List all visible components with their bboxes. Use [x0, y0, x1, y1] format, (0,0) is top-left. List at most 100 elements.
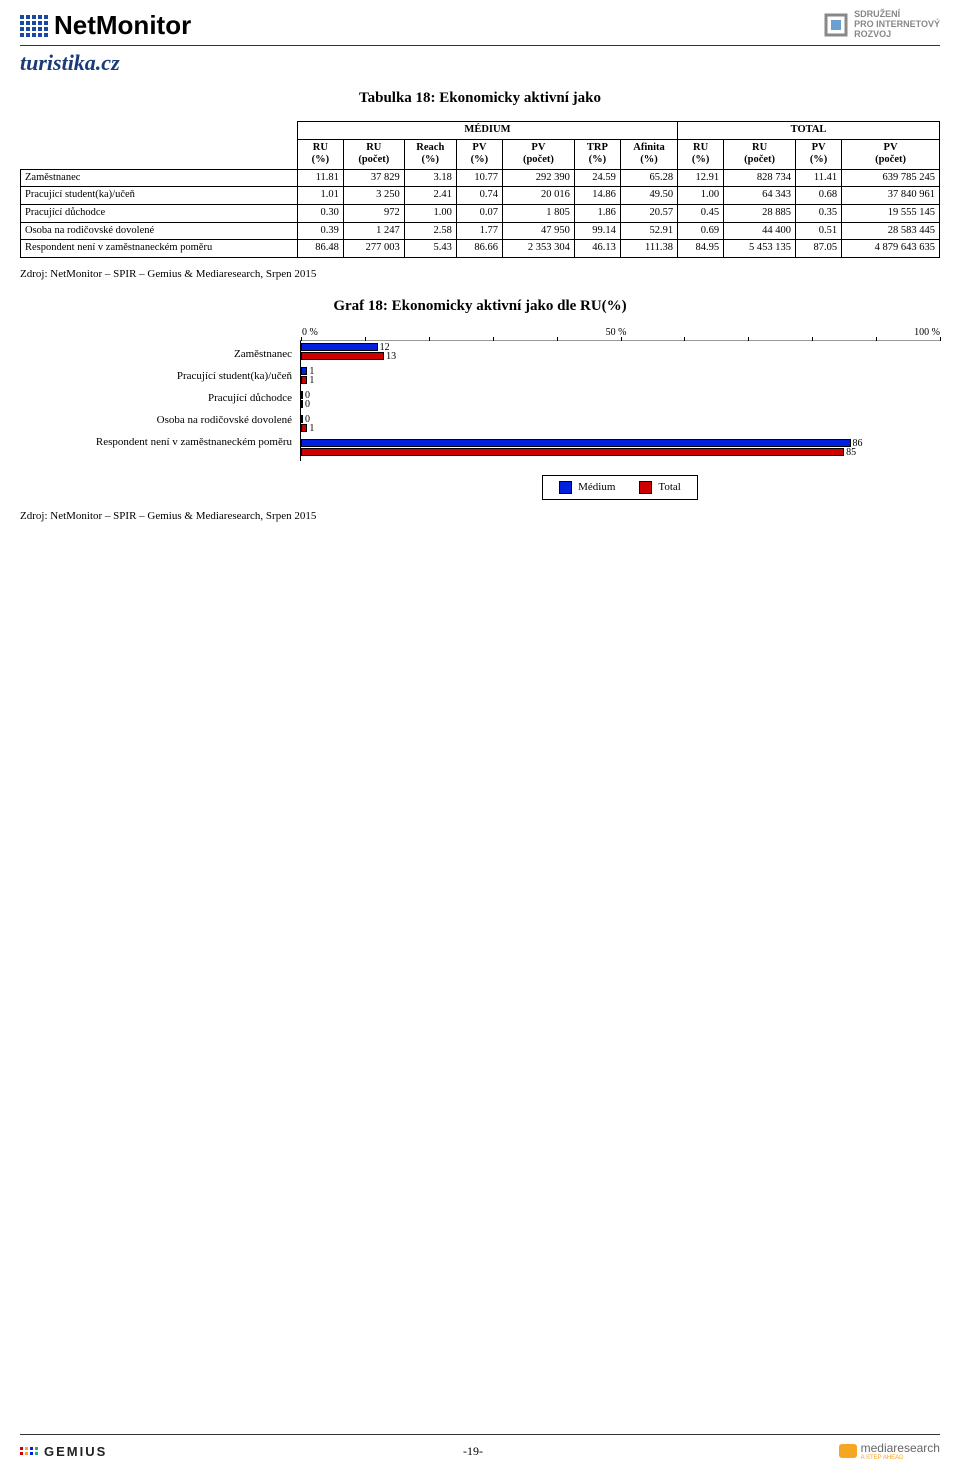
table-row: Osoba na rodičovské dovolené0.391 2472.5… — [21, 222, 940, 240]
cell: 1.01 — [297, 187, 343, 205]
cell: 0.69 — [678, 222, 724, 240]
table-col-header: Reach(%) — [404, 139, 456, 169]
table-col-header: PV(%) — [796, 139, 842, 169]
cell: 2.58 — [404, 222, 456, 240]
spir-line3: ROZVOJ — [854, 30, 940, 40]
cell: 3.18 — [404, 169, 456, 187]
cell: 52.91 — [620, 222, 677, 240]
cell: 65.28 — [620, 169, 677, 187]
cell: 1 247 — [343, 222, 404, 240]
group-total: TOTAL — [678, 122, 940, 140]
table-col-header: RU(%) — [297, 139, 343, 169]
source-text-1: Zdroj: NetMonitor – SPIR – Gemius & Medi… — [20, 268, 940, 280]
cell: 0.45 — [678, 204, 724, 222]
table-col-header: RU(počet) — [724, 139, 796, 169]
cell: 37 840 961 — [842, 187, 940, 205]
table-col-header: PV(počet) — [502, 139, 574, 169]
table-col-header: RU(%) — [678, 139, 724, 169]
chart-row-label: Pracující důchodce — [20, 387, 300, 409]
table-row: Zaměstnanec11.8137 8293.1810.77292 39024… — [21, 169, 940, 187]
gemius-dots-icon — [20, 1447, 38, 1455]
table-title: Tabulka 18: Ekonomicky aktivní jako — [20, 90, 940, 107]
legend-label-medium: Médium — [578, 481, 615, 493]
table-col-header: PV(%) — [456, 139, 502, 169]
bar-value: 1 — [309, 423, 314, 434]
cell: 20.57 — [620, 204, 677, 222]
cell: 639 785 245 — [842, 169, 940, 187]
source-text-2: Zdroj: NetMonitor – SPIR – Gemius & Medi… — [20, 510, 940, 522]
cell: 28 583 445 — [842, 222, 940, 240]
legend-swatch-medium — [559, 481, 572, 494]
bar-value: 1 — [309, 375, 314, 386]
chart-row-label: Respondent není v zaměstnaneckém poměru — [20, 431, 300, 453]
cell: 11.41 — [796, 169, 842, 187]
gemius-text: GEMIUS — [44, 1444, 107, 1459]
row-label: Osoba na rodičovské dovolené — [21, 222, 298, 240]
cell: 47 950 — [502, 222, 574, 240]
legend-swatch-total — [639, 481, 652, 494]
table-row: Respondent není v zaměstnaneckém poměru8… — [21, 240, 940, 258]
table-row: Pracující student(ka)/učeň1.013 2502.410… — [21, 187, 940, 205]
netmonitor-logo: NetMonitor — [20, 10, 191, 41]
legend-label-total: Total — [658, 481, 680, 493]
cell: 1.86 — [574, 204, 620, 222]
mediaresearch-icon — [839, 1444, 857, 1458]
header-separator — [20, 45, 940, 46]
cell: 37 829 — [343, 169, 404, 187]
cell: 49.50 — [620, 187, 677, 205]
cell: 14.86 — [574, 187, 620, 205]
footer: GEMIUS -19- mediaresearch A STEP AHEAD — [20, 1434, 940, 1461]
xtick-50: 50 % — [606, 327, 627, 338]
mediaresearch-logo: mediaresearch A STEP AHEAD — [839, 1441, 940, 1461]
chart-row-label: Pracující student(ka)/učeň — [20, 365, 300, 387]
cell: 0.30 — [297, 204, 343, 222]
table-col-header: PV(počet) — [842, 139, 940, 169]
chart: ZaměstnanecPracující student(ka)/učeňPra… — [20, 327, 940, 500]
cell: 828 734 — [724, 169, 796, 187]
bar-total: 85 — [301, 448, 844, 456]
table-col-header: Afinita(%) — [620, 139, 677, 169]
chart-row-label: Osoba na rodičovské dovolené — [20, 409, 300, 431]
cell: 4 879 643 635 — [842, 240, 940, 258]
cell: 12.91 — [678, 169, 724, 187]
bar-total: 13 — [301, 352, 384, 360]
cell: 0.35 — [796, 204, 842, 222]
data-table: MÉDIUM TOTAL RU(%)RU(počet)Reach(%)PV(%)… — [20, 121, 940, 258]
row-label: Pracující student(ka)/učeň — [21, 187, 298, 205]
bar-medium: 86 — [301, 439, 851, 447]
cell: 64 343 — [724, 187, 796, 205]
spir-logo: SDRUŽENÍ PRO INTERNETOVÝ ROZVOJ — [824, 10, 940, 40]
site-title: turistika.cz — [20, 50, 940, 76]
cell: 86.66 — [456, 240, 502, 258]
cell: 19 555 145 — [842, 204, 940, 222]
bar-medium: 0 — [301, 391, 303, 399]
cell: 46.13 — [574, 240, 620, 258]
cell: 11.81 — [297, 169, 343, 187]
cell: 1.00 — [678, 187, 724, 205]
cell: 84.95 — [678, 240, 724, 258]
xtick-100: 100 % — [914, 327, 940, 338]
mediaresearch-text: mediaresearch — [861, 1441, 940, 1455]
logo-dots-icon — [20, 15, 48, 37]
cell: 28 885 — [724, 204, 796, 222]
cell: 0.07 — [456, 204, 502, 222]
cell: 10.77 — [456, 169, 502, 187]
table-col-header: TRP(%) — [574, 139, 620, 169]
bar-value: 0 — [305, 399, 310, 410]
cell: 2.41 — [404, 187, 456, 205]
group-medium: MÉDIUM — [297, 122, 677, 140]
row-label: Pracující důchodce — [21, 204, 298, 222]
cell: 277 003 — [343, 240, 404, 258]
cell: 5 453 135 — [724, 240, 796, 258]
gemius-logo: GEMIUS — [20, 1444, 107, 1459]
chart-plot: 12131100018685 — [300, 340, 940, 461]
bar-total: 1 — [301, 424, 307, 432]
cell: 0.74 — [456, 187, 502, 205]
chart-title: Graf 18: Ekonomicky aktivní jako dle RU(… — [20, 298, 940, 315]
cell: 0.39 — [297, 222, 343, 240]
page-number: -19- — [463, 1444, 483, 1459]
cell: 1.00 — [404, 204, 456, 222]
netmonitor-logo-text: NetMonitor — [54, 10, 191, 41]
spir-icon — [824, 13, 848, 37]
table-col-header: RU(počet) — [343, 139, 404, 169]
